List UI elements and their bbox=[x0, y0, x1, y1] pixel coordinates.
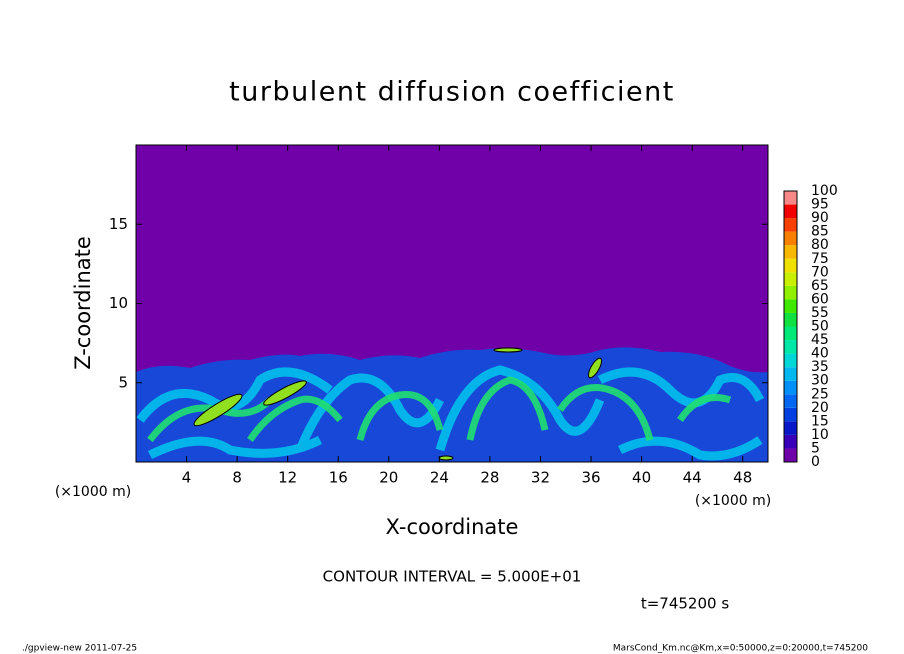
x-tick-label: 28 bbox=[480, 469, 499, 487]
colorbar-segment bbox=[784, 272, 797, 286]
colorbar-label: 70 bbox=[811, 264, 829, 280]
footer-right: MarsCond_Km.nc@Km,x=0:50000,z=0:20000,t=… bbox=[613, 644, 868, 654]
colorbar-segment bbox=[784, 204, 797, 219]
colorbar-segment bbox=[784, 380, 797, 395]
y-axis-label: Z-coordinate bbox=[71, 236, 95, 370]
colorbar-segment bbox=[784, 353, 797, 368]
colorbar-segment bbox=[784, 326, 797, 341]
x-unit-label: (×1000 m) bbox=[695, 493, 771, 509]
colorbar-segment bbox=[784, 407, 797, 422]
x-tick-label: 12 bbox=[278, 469, 297, 487]
x-tick-label: 16 bbox=[329, 469, 348, 487]
footer-left: ./gpview-new 2011-07-25 bbox=[22, 644, 137, 654]
turbulent-layer bbox=[136, 347, 768, 462]
x-tick-label: 20 bbox=[379, 469, 398, 487]
colorbar-segment bbox=[784, 285, 797, 300]
y-tick-label: 5 bbox=[118, 373, 128, 391]
colorbar-label: 85 bbox=[811, 224, 829, 240]
time-label: t=745200 s bbox=[641, 595, 729, 613]
colorbar-label: 30 bbox=[811, 373, 829, 389]
colorbar-label: 10 bbox=[811, 427, 829, 443]
colorbar-label: 25 bbox=[811, 386, 829, 402]
colorbar-label: 60 bbox=[811, 291, 829, 307]
colorbar-segment bbox=[784, 231, 797, 246]
x-tick-label: 40 bbox=[632, 469, 651, 487]
x-tick-label: 32 bbox=[531, 469, 550, 487]
colorbar-segment bbox=[784, 367, 797, 381]
colorbar-label: 35 bbox=[811, 359, 829, 375]
y-unit-label: (×1000 m) bbox=[55, 484, 131, 500]
colorbar-segment bbox=[784, 299, 797, 313]
x-tick-label: 4 bbox=[182, 469, 192, 487]
contour-interval: CONTOUR INTERVAL = 5.000E+01 bbox=[323, 568, 582, 586]
colorbar-label: 90 bbox=[811, 210, 829, 226]
colorbar-label: 65 bbox=[811, 278, 829, 294]
colorbar-label: 55 bbox=[811, 305, 829, 321]
x-tick-label: 36 bbox=[581, 469, 600, 487]
colorbar-segment bbox=[784, 421, 797, 435]
x-axis-label: X-coordinate bbox=[386, 515, 519, 539]
x-tick-label: 8 bbox=[232, 469, 242, 487]
colorbar-segment bbox=[784, 258, 797, 273]
colorbar-label: 15 bbox=[811, 413, 829, 429]
colorbar-label: 75 bbox=[811, 251, 829, 267]
colorbar-label: 95 bbox=[811, 197, 829, 213]
colorbar-segment bbox=[784, 434, 797, 449]
x-tick-label: 24 bbox=[430, 469, 449, 487]
colorbar-label: 0 bbox=[811, 454, 820, 470]
y-tick-label: 15 bbox=[109, 215, 128, 233]
colorbar-segment bbox=[784, 394, 797, 408]
colorbar-label: 5 bbox=[811, 440, 820, 456]
y-tick-label: 10 bbox=[109, 294, 128, 312]
colorbar-segment bbox=[784, 312, 797, 327]
x-tick-label: 48 bbox=[733, 469, 752, 487]
colorbar-label: 20 bbox=[811, 400, 829, 416]
colorbar-segment bbox=[784, 191, 797, 205]
colorbar-label: 50 bbox=[811, 319, 829, 335]
colorbar-label: 45 bbox=[811, 332, 829, 348]
chart-title: turbulent diffusion coefficient bbox=[229, 77, 675, 108]
colorbar-label: 80 bbox=[811, 237, 829, 253]
colorbar-segment bbox=[784, 448, 797, 462]
colorbar-segment bbox=[784, 218, 797, 232]
colorbar-label: 100 bbox=[811, 183, 838, 199]
colorbar-segment bbox=[784, 245, 797, 259]
colorbar-frame bbox=[783, 190, 798, 463]
x-tick-label: 44 bbox=[683, 469, 702, 487]
colorbar-label: 40 bbox=[811, 346, 829, 362]
colorbar-segment bbox=[784, 340, 797, 354]
